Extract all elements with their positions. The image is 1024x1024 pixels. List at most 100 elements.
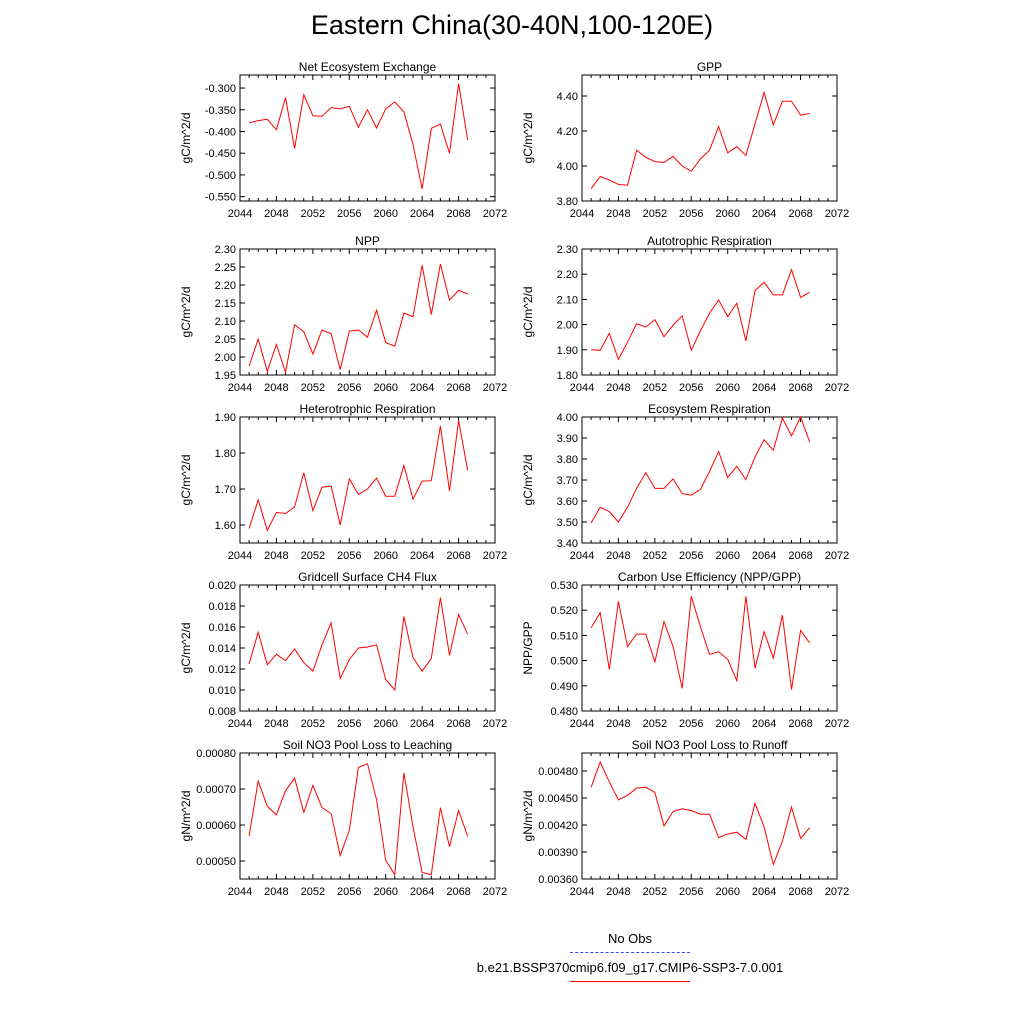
x-tick-label: 2052 bbox=[643, 886, 667, 898]
y-tick-label: 2.20 bbox=[557, 269, 578, 281]
legend-entry-label: b.e21.BSSP370cmip6.f09_g17.CMIP6-SSP3-7.… bbox=[476, 960, 784, 975]
y-tick-label: 0.490 bbox=[550, 681, 578, 693]
y-tick-label: 2.10 bbox=[215, 316, 236, 328]
plot-title: Gridcell Surface CH4 Flux bbox=[298, 570, 437, 584]
x-tick-label: 2060 bbox=[715, 382, 739, 394]
y-tick-label: 1.60 bbox=[215, 520, 236, 532]
y-tick-label: -0.300 bbox=[205, 83, 236, 95]
y-axis-label: NPP/GPP bbox=[521, 621, 535, 674]
x-tick-label: 2060 bbox=[373, 718, 397, 730]
plot-frame bbox=[581, 416, 838, 544]
y-tick-label: -0.350 bbox=[205, 105, 236, 117]
x-tick-label: 2044 bbox=[228, 718, 252, 730]
x-tick-label: 2044 bbox=[570, 382, 594, 394]
legend-swatch-no-obs bbox=[570, 952, 690, 953]
y-axis-label: gN/m^2/d bbox=[521, 791, 535, 842]
x-tick-label: 2068 bbox=[446, 886, 470, 898]
y-tick-label: 3.70 bbox=[557, 475, 578, 487]
series-line bbox=[590, 760, 811, 867]
x-tick-label: 2044 bbox=[228, 886, 252, 898]
y-tick-label: 0.00360 bbox=[538, 874, 578, 886]
x-tick-label: 2052 bbox=[301, 382, 325, 394]
x-tick-label: 2052 bbox=[643, 382, 667, 394]
x-tick-label: 2060 bbox=[373, 382, 397, 394]
plot-frame bbox=[239, 74, 496, 202]
x-tick-label: 2052 bbox=[301, 550, 325, 562]
y-tick-label: 0.020 bbox=[208, 580, 236, 592]
y-tick-label: 0.018 bbox=[208, 601, 236, 613]
x-tick-label: 2044 bbox=[228, 550, 252, 562]
plot-frame bbox=[581, 752, 838, 880]
y-tick-label: 3.80 bbox=[557, 196, 578, 208]
y-tick-label: 0.012 bbox=[208, 664, 236, 676]
y-tick-label: -0.550 bbox=[205, 192, 236, 204]
plot-title: Carbon Use Efficiency (NPP/GPP) bbox=[618, 570, 801, 584]
y-tick-label: 3.40 bbox=[557, 538, 578, 550]
x-tick-label: 2056 bbox=[679, 886, 703, 898]
y-tick-label: 2.00 bbox=[557, 320, 578, 332]
x-tick-label: 2056 bbox=[679, 550, 703, 562]
y-tick-label: 2.25 bbox=[215, 262, 236, 274]
x-tick-label: 2068 bbox=[446, 208, 470, 220]
series-line bbox=[248, 263, 468, 375]
y-tick-label: 0.008 bbox=[208, 706, 236, 718]
series-line bbox=[248, 83, 469, 189]
x-tick-label: 2064 bbox=[410, 550, 434, 562]
series-line bbox=[248, 597, 469, 692]
y-tick-label: 2.10 bbox=[557, 294, 578, 306]
x-tick-label: 2072 bbox=[825, 550, 849, 562]
x-tick-label: 2044 bbox=[570, 886, 594, 898]
y-tick-label: 0.016 bbox=[208, 622, 236, 634]
x-tick-label: 2052 bbox=[301, 718, 325, 730]
y-tick-label: 0.530 bbox=[550, 580, 578, 592]
y-tick-label: -0.400 bbox=[205, 126, 236, 138]
y-axis-label: gC/m^2/d bbox=[521, 287, 535, 338]
series-line bbox=[590, 415, 811, 524]
x-tick-label: 2068 bbox=[788, 550, 812, 562]
x-tick-label: 2048 bbox=[264, 382, 288, 394]
plot-title: GPP bbox=[697, 60, 722, 74]
plot-title: Autotrophic Respiration bbox=[647, 234, 772, 248]
x-tick-label: 2056 bbox=[337, 718, 361, 730]
series-line bbox=[591, 268, 810, 361]
plot-title: NPP bbox=[355, 234, 380, 248]
x-tick-label: 2068 bbox=[788, 382, 812, 394]
y-tick-label: 1.70 bbox=[215, 484, 236, 496]
x-tick-label: 2056 bbox=[337, 382, 361, 394]
y-tick-label: 0.500 bbox=[550, 656, 578, 668]
x-tick-label: 2072 bbox=[825, 382, 849, 394]
plot-frame bbox=[581, 584, 838, 712]
y-tick-label: 0.520 bbox=[550, 605, 578, 617]
x-tick-label: 2052 bbox=[643, 718, 667, 730]
x-tick-label: 2068 bbox=[446, 550, 470, 562]
y-tick-label: 2.05 bbox=[215, 334, 236, 346]
x-tick-label: 2048 bbox=[264, 718, 288, 730]
y-tick-label: 1.95 bbox=[215, 370, 236, 382]
y-axis-label: gC/m^2/d bbox=[179, 455, 193, 506]
y-tick-label: 0.00080 bbox=[196, 748, 236, 760]
x-tick-label: 2052 bbox=[301, 886, 325, 898]
x-tick-label: 2068 bbox=[788, 208, 812, 220]
plot-title: Ecosystem Respiration bbox=[648, 402, 771, 416]
y-tick-label: 3.50 bbox=[557, 517, 578, 529]
x-tick-label: 2064 bbox=[752, 550, 776, 562]
x-tick-label: 2048 bbox=[264, 208, 288, 220]
y-tick-label: 0.00420 bbox=[538, 820, 578, 832]
x-tick-label: 2048 bbox=[264, 550, 288, 562]
y-tick-label: 2.00 bbox=[215, 352, 236, 364]
y-tick-label: 1.90 bbox=[215, 412, 236, 424]
plot-title: Net Ecosystem Exchange bbox=[299, 60, 437, 74]
x-tick-label: 2064 bbox=[410, 718, 434, 730]
series-line bbox=[248, 763, 469, 877]
y-tick-label: 0.510 bbox=[550, 630, 578, 642]
x-tick-label: 2072 bbox=[825, 208, 849, 220]
y-tick-label: 3.80 bbox=[557, 454, 578, 466]
x-tick-label: 2060 bbox=[373, 886, 397, 898]
y-tick-label: 0.010 bbox=[208, 685, 236, 697]
x-tick-label: 2048 bbox=[606, 550, 630, 562]
y-tick-label: 1.90 bbox=[557, 345, 578, 357]
x-tick-label: 2048 bbox=[606, 382, 630, 394]
x-tick-label: 2044 bbox=[570, 718, 594, 730]
y-tick-label: 1.80 bbox=[215, 448, 236, 460]
y-tick-label: -0.500 bbox=[205, 170, 236, 182]
